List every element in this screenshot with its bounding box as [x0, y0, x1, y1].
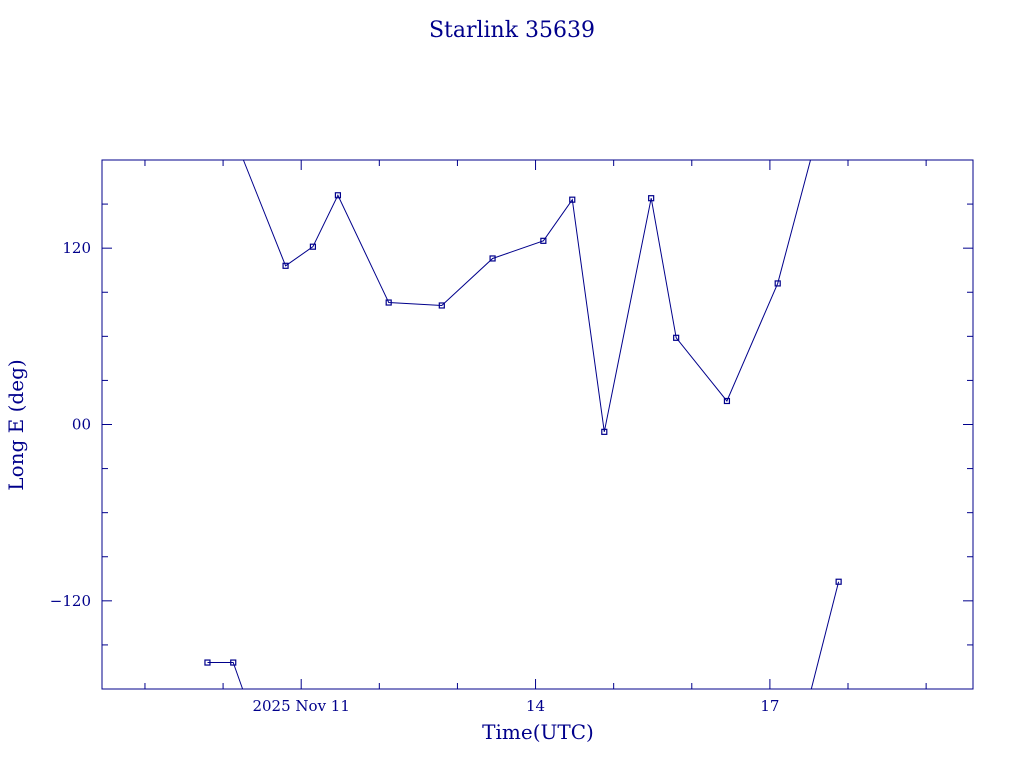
x-tick-label: 14 — [526, 697, 545, 715]
x-axis-label: Time(UTC) — [482, 720, 594, 744]
y-tick-label: −120 — [50, 592, 91, 610]
y-tick-label: 00 — [72, 416, 91, 434]
data-point — [648, 195, 655, 202]
data-point — [673, 334, 680, 341]
series-line-segment — [207, 662, 244, 690]
data-point — [438, 302, 445, 309]
data-point — [835, 578, 842, 585]
data-point — [723, 397, 731, 405]
data-point — [540, 237, 547, 244]
data-point — [334, 192, 342, 199]
y-tick-label: 120 — [62, 239, 91, 257]
y-axis-label: Long E (deg) — [4, 359, 28, 490]
data-point — [569, 196, 576, 203]
series-line-segment — [242, 159, 811, 432]
data-point — [601, 428, 608, 435]
x-tick-label: 2025 Nov 11 — [252, 697, 349, 715]
data-point — [385, 299, 392, 306]
plot-frame — [101, 159, 974, 690]
series-layer — [204, 159, 842, 690]
series-line-segment — [810, 581, 840, 690]
data-point — [230, 659, 237, 666]
data-point — [282, 262, 289, 269]
data-point — [309, 243, 317, 250]
axis-ticks: 2025 Nov 11 14 17 120 00 −120 — [50, 160, 973, 715]
data-point — [489, 255, 496, 262]
data-point — [774, 280, 781, 287]
data-point — [204, 659, 211, 666]
chart-title: Starlink 35639 — [429, 18, 595, 43]
x-tick-label: 17 — [760, 697, 779, 715]
